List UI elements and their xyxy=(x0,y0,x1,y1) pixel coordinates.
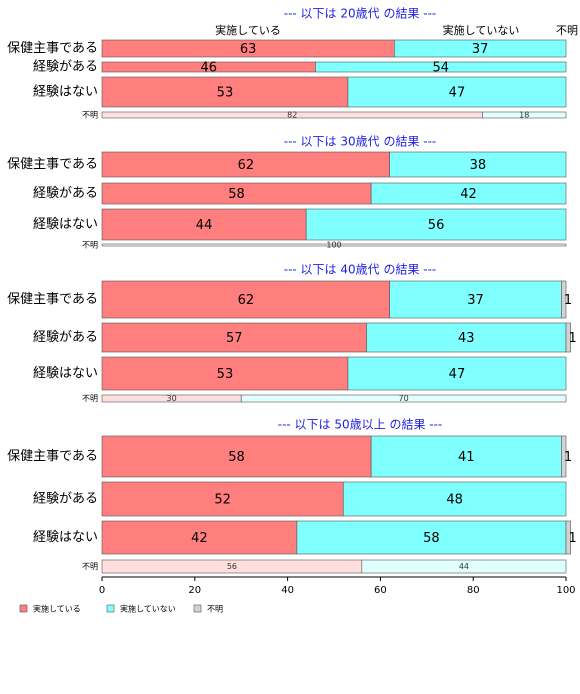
x-tick-label: 20 xyxy=(188,585,201,596)
data-label: 82 xyxy=(287,111,297,120)
data-label: 44 xyxy=(196,218,213,233)
x-tick-label: 0 xyxy=(99,585,105,596)
data-label: 30 xyxy=(167,394,177,403)
x-tick-label: 60 xyxy=(374,585,387,596)
legend-label: 不明 xyxy=(207,605,223,614)
bar-segment xyxy=(347,76,567,108)
x-tick-label: 40 xyxy=(281,585,294,596)
column-header: 実施していない xyxy=(443,23,520,37)
data-label: 1 xyxy=(564,450,572,465)
data-label: 57 xyxy=(226,331,243,346)
bar-segment xyxy=(394,39,567,58)
panel-title: --- 以下は 50歳以上 の結果 --- xyxy=(278,418,443,432)
row-label: 経験はない xyxy=(33,217,98,232)
data-label: 37 xyxy=(472,42,489,57)
data-label: 18 xyxy=(519,111,529,120)
bar-segment xyxy=(101,76,349,108)
row-label: 保健主事である xyxy=(7,449,98,464)
row-label: 経験がある xyxy=(33,186,98,201)
bar-segment xyxy=(482,111,567,119)
row-label: 経験がある xyxy=(33,492,98,507)
data-label: 54 xyxy=(432,61,449,76)
data-label: 58 xyxy=(423,531,440,546)
bar-segment xyxy=(101,208,307,241)
bar-segment xyxy=(366,322,567,353)
bar-segment xyxy=(347,356,567,391)
row-label: 不明 xyxy=(82,111,98,120)
data-label: 56 xyxy=(428,218,445,233)
data-label: 70 xyxy=(399,394,409,403)
row-label: 経験はない xyxy=(33,85,98,100)
data-label: 41 xyxy=(458,450,475,465)
data-label: 53 xyxy=(217,86,234,101)
row-label: 不明 xyxy=(82,394,98,403)
legend-swatch xyxy=(193,604,202,613)
bar-segment xyxy=(101,151,390,178)
panel-title: --- 以下は 30歳代 の結果 --- xyxy=(284,135,437,149)
data-label: 42 xyxy=(191,531,208,546)
data-label: 37 xyxy=(467,293,484,308)
legend-label: 実施していない xyxy=(120,604,176,614)
row-label: 保健主事である xyxy=(7,157,98,172)
bar-segment xyxy=(389,280,562,319)
bar-segment xyxy=(296,520,567,555)
data-label: 58 xyxy=(228,450,245,465)
data-label: 100 xyxy=(326,241,341,250)
data-label: 46 xyxy=(200,61,217,76)
legend-label: 実施している xyxy=(33,604,81,614)
data-label: 1 xyxy=(564,293,572,308)
data-label: 47 xyxy=(449,367,466,382)
bar-segment xyxy=(101,243,567,247)
column-header: 不明 xyxy=(556,24,578,37)
data-label: 44 xyxy=(459,562,469,571)
row-label: 経験はない xyxy=(33,366,98,381)
row-label: 不明 xyxy=(82,562,98,571)
bar-segment xyxy=(101,280,390,319)
bar-segment xyxy=(101,356,349,391)
panel-title: --- 以下は 20歳代 の結果 --- xyxy=(284,7,437,21)
bar-segment xyxy=(101,435,372,478)
panel-title: --- 以下は 40歳代 の結果 --- xyxy=(284,263,437,277)
row-label: 保健主事である xyxy=(7,292,98,307)
data-label: 1 xyxy=(568,331,576,346)
data-label: 38 xyxy=(470,158,487,173)
bar-segment xyxy=(305,208,567,241)
data-label: 48 xyxy=(446,493,463,508)
data-label: 42 xyxy=(460,187,477,202)
column-header: 実施している xyxy=(215,23,281,37)
row-label: 保健主事である xyxy=(7,41,98,56)
data-label: 63 xyxy=(240,42,257,57)
row-label: 経験がある xyxy=(33,330,98,345)
bar-segment xyxy=(101,520,298,555)
bar-segment xyxy=(370,182,567,205)
data-label: 62 xyxy=(238,293,255,308)
legend-swatch xyxy=(106,604,115,613)
data-label: 56 xyxy=(227,562,237,571)
x-tick-label: 100 xyxy=(556,585,575,596)
bar-segment xyxy=(315,61,567,73)
bar-segment xyxy=(370,435,562,478)
x-tick-label: 80 xyxy=(467,585,480,596)
bar-segment xyxy=(561,435,567,478)
bar-segment xyxy=(240,394,567,403)
data-label: 58 xyxy=(228,187,245,202)
data-label: 52 xyxy=(214,493,231,508)
data-label: 47 xyxy=(449,86,466,101)
bar-segment xyxy=(565,322,571,353)
bar-segment xyxy=(361,559,567,574)
row-label: 不明 xyxy=(82,241,98,250)
bar-segment xyxy=(389,151,567,178)
bar-segment xyxy=(342,481,567,517)
data-label: 53 xyxy=(217,367,234,382)
legend-swatch xyxy=(19,604,28,613)
data-label: 43 xyxy=(458,331,475,346)
bar-segment xyxy=(101,481,344,517)
bar-segment xyxy=(565,520,571,555)
bar-segment xyxy=(561,280,567,319)
row-label: 経験がある xyxy=(33,60,98,75)
row-label: 経験はない xyxy=(33,530,98,545)
data-label: 1 xyxy=(568,531,576,546)
data-label: 62 xyxy=(238,158,255,173)
